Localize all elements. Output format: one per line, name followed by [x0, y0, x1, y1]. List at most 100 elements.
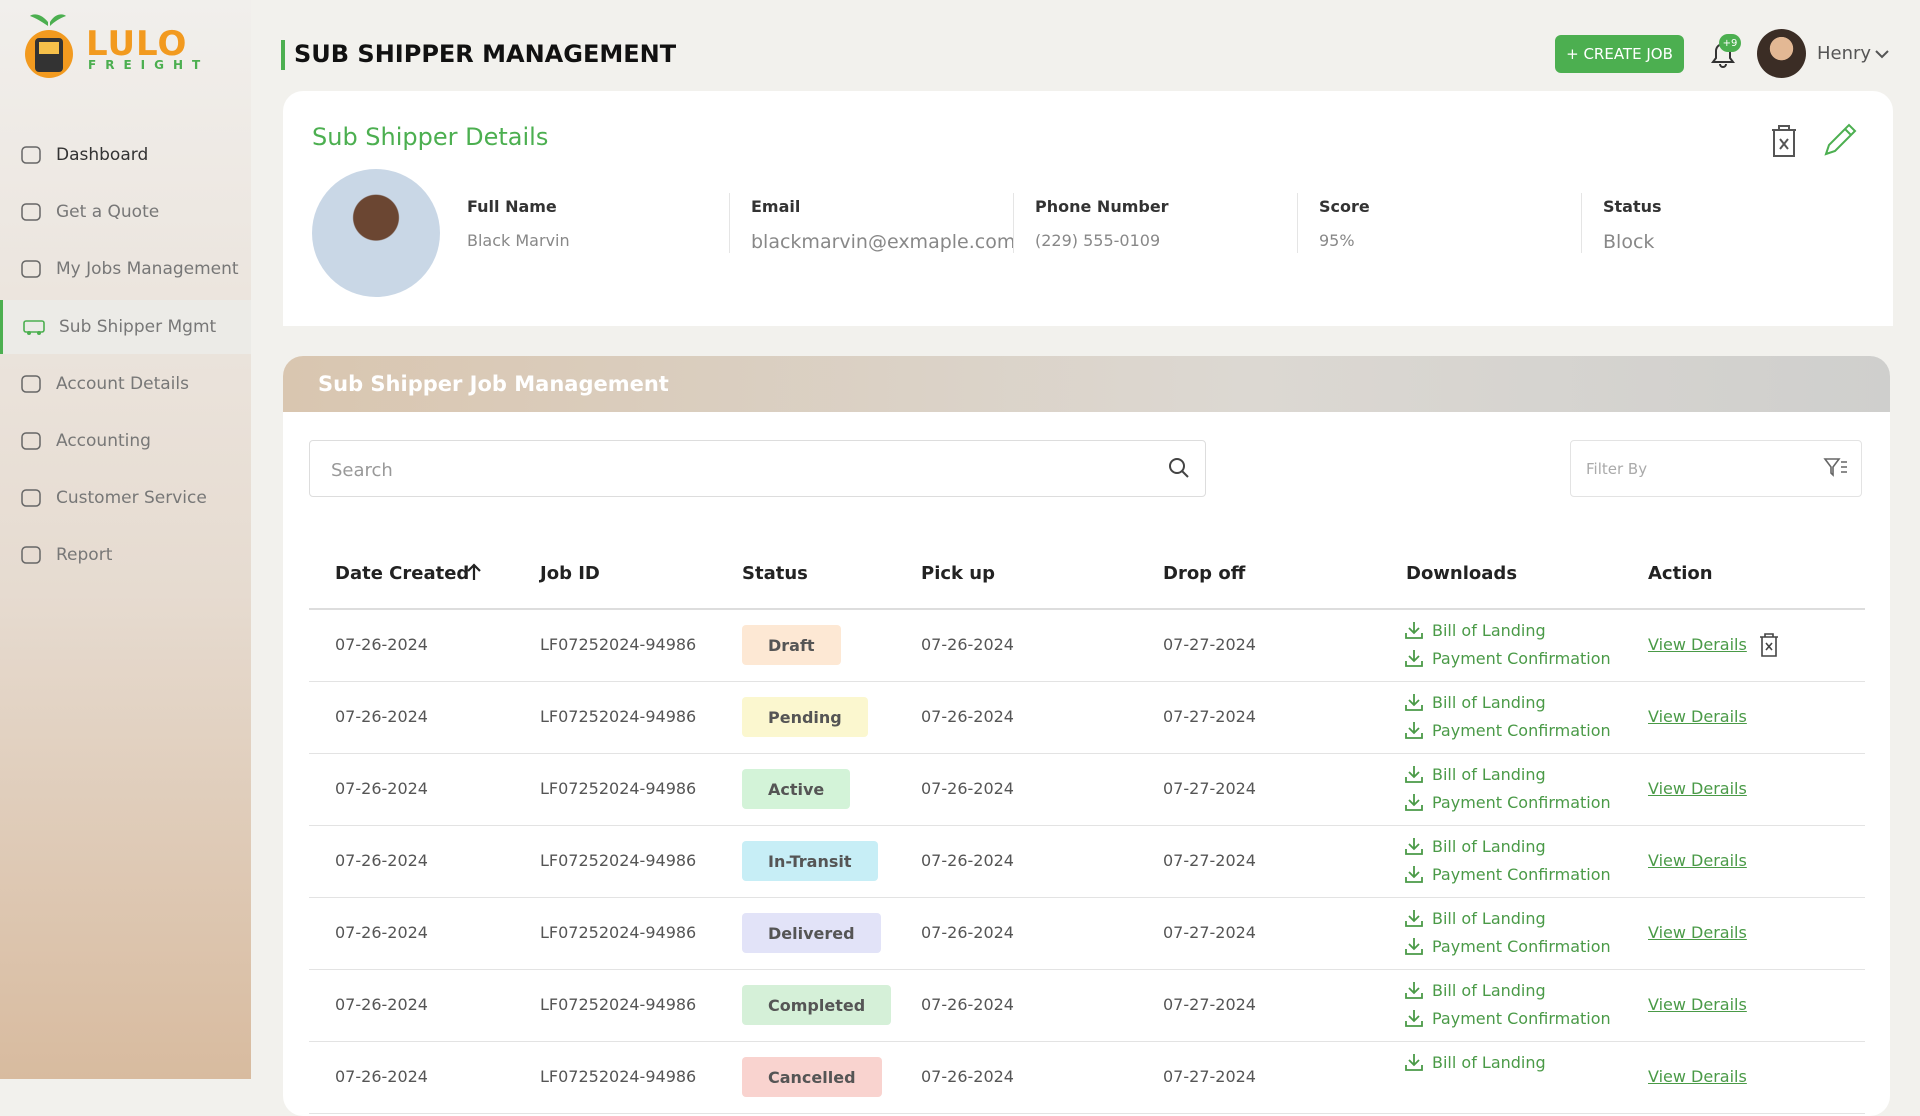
download-link[interactable]: Bill of Landing [1405, 909, 1546, 928]
status-badge: In-Transit [742, 841, 878, 881]
row-line [309, 825, 1865, 826]
cell-pick-up: 07-26-2024 [921, 1067, 1014, 1086]
details-title: Sub Shipper Details [312, 123, 549, 151]
nav-item[interactable]: Get a Quote [0, 185, 251, 239]
download-icon [1405, 1010, 1423, 1027]
nav-item[interactable]: Sub Shipper Mgmt [0, 299, 251, 354]
nav-item[interactable]: Report [0, 528, 251, 582]
status-badge: Completed [742, 985, 892, 1025]
view-details-link[interactable]: View Derails [1648, 635, 1747, 654]
view-details-link[interactable]: View Derails [1648, 995, 1747, 1014]
view-details-link[interactable]: View Derails [1648, 707, 1747, 726]
cell-pick-up: 07-26-2024 [921, 851, 1014, 870]
field-label: Score [1319, 197, 1370, 216]
filter-placeholder: Filter By [1586, 460, 1648, 478]
cell-pick-up: 07-26-2024 [921, 779, 1014, 798]
nav-icon [21, 375, 41, 393]
download-link[interactable]: Payment Confirmation [1405, 937, 1611, 956]
download-link[interactable]: Payment Confirmation [1405, 649, 1611, 668]
cell-date: 07-26-2024 [335, 779, 428, 798]
filter-box[interactable] [1570, 440, 1862, 497]
column-header: Status [742, 563, 808, 584]
view-details-link[interactable]: View Derails [1648, 779, 1747, 798]
nav-item[interactable]: Customer Service [0, 471, 251, 525]
download-link[interactable]: Payment Confirmation [1405, 1009, 1611, 1028]
cell-drop-off: 07-27-2024 [1163, 707, 1256, 726]
column-header: Job ID [540, 563, 600, 584]
profile-photo [312, 169, 440, 297]
field-value: 95% [1319, 231, 1355, 250]
cell-date: 07-26-2024 [335, 707, 428, 726]
row-delete-button[interactable] [1758, 632, 1780, 658]
download-icon [1405, 622, 1423, 639]
field-separator [1013, 193, 1014, 253]
cell-drop-off: 07-27-2024 [1163, 1067, 1256, 1086]
sort-icon[interactable] [465, 562, 483, 582]
cell-drop-off: 07-27-2024 [1163, 995, 1256, 1014]
download-icon [1405, 866, 1423, 883]
download-icon [1405, 650, 1423, 667]
download-link[interactable]: Bill of Landing [1405, 837, 1546, 856]
table-header-line [309, 608, 1865, 610]
download-icon [1405, 1054, 1423, 1071]
sidebar: LULO FREIGHT Dashboard Get a Quote My Jobs… [0, 0, 251, 1079]
nav-item[interactable]: Account Details [0, 357, 251, 411]
download-icon [1405, 794, 1423, 811]
nav-item[interactable]: My Jobs Management [0, 242, 251, 296]
cell-date: 07-26-2024 [335, 635, 428, 654]
nav-icon [23, 319, 45, 335]
status-badge: Active [742, 769, 851, 809]
cell-drop-off: 07-27-2024 [1163, 923, 1256, 942]
download-link[interactable]: Payment Confirmation [1405, 721, 1611, 740]
download-icon [1405, 694, 1423, 711]
search-box[interactable] [309, 440, 1206, 497]
download-icon [1405, 766, 1423, 783]
edit-button[interactable] [1821, 121, 1859, 159]
cell-job-id: LF07252024-94986 [540, 1067, 697, 1086]
download-link[interactable]: Bill of Landing [1405, 621, 1546, 640]
filter-icon[interactable] [1823, 456, 1849, 478]
cell-date: 07-26-2024 [335, 851, 428, 870]
jobs-title: Sub Shipper Job Management [318, 372, 669, 396]
status-badge: Pending [742, 697, 868, 737]
page-title: SUB SHIPPER MANAGEMENT [294, 40, 677, 68]
cell-date: 07-26-2024 [335, 923, 428, 942]
status-badge: Delivered [742, 913, 881, 953]
field-separator [1581, 193, 1582, 253]
download-icon [1405, 838, 1423, 855]
download-link[interactable]: Bill of Landing [1405, 1053, 1546, 1072]
jobs-card: Sub Shipper Job Management Search Filter… [283, 356, 1890, 1116]
download-link[interactable]: Payment Confirmation [1405, 793, 1611, 812]
download-link[interactable]: Payment Confirmation [1405, 865, 1611, 884]
download-icon [1405, 938, 1423, 955]
create-job-button[interactable]: + CREATE JOB [1555, 35, 1684, 73]
delete-button[interactable] [1768, 123, 1800, 159]
field-separator [729, 193, 730, 253]
field-label: Full Name [467, 197, 557, 216]
search-icon[interactable] [1167, 456, 1191, 480]
row-line [309, 1113, 1865, 1114]
field-value: Black Marvin [467, 231, 570, 250]
logo-icon [25, 14, 73, 78]
cell-date: 07-26-2024 [335, 995, 428, 1014]
cell-drop-off: 07-27-2024 [1163, 635, 1256, 654]
user-menu-caret[interactable] [1874, 48, 1890, 60]
nav-icon [21, 489, 41, 507]
view-details-link[interactable]: View Derails [1648, 851, 1747, 870]
download-link[interactable]: Bill of Landing [1405, 981, 1546, 1000]
nav-item[interactable]: Dashboard [0, 128, 251, 182]
download-link[interactable]: Bill of Landing [1405, 693, 1546, 712]
search-placeholder: Search [331, 460, 393, 481]
column-header: Drop off [1163, 563, 1246, 584]
field-label: Email [751, 197, 801, 216]
user-name[interactable]: Henry [1817, 43, 1872, 64]
user-avatar[interactable] [1757, 29, 1806, 78]
row-line [309, 1041, 1865, 1042]
download-link[interactable]: Bill of Landing [1405, 765, 1546, 784]
status-badge: Cancelled [742, 1057, 882, 1097]
nav-item[interactable]: Accounting [0, 414, 251, 468]
view-details-link[interactable]: View Derails [1648, 923, 1747, 942]
field-label: Status [1603, 197, 1662, 216]
view-details-link[interactable]: View Derails [1648, 1067, 1747, 1086]
